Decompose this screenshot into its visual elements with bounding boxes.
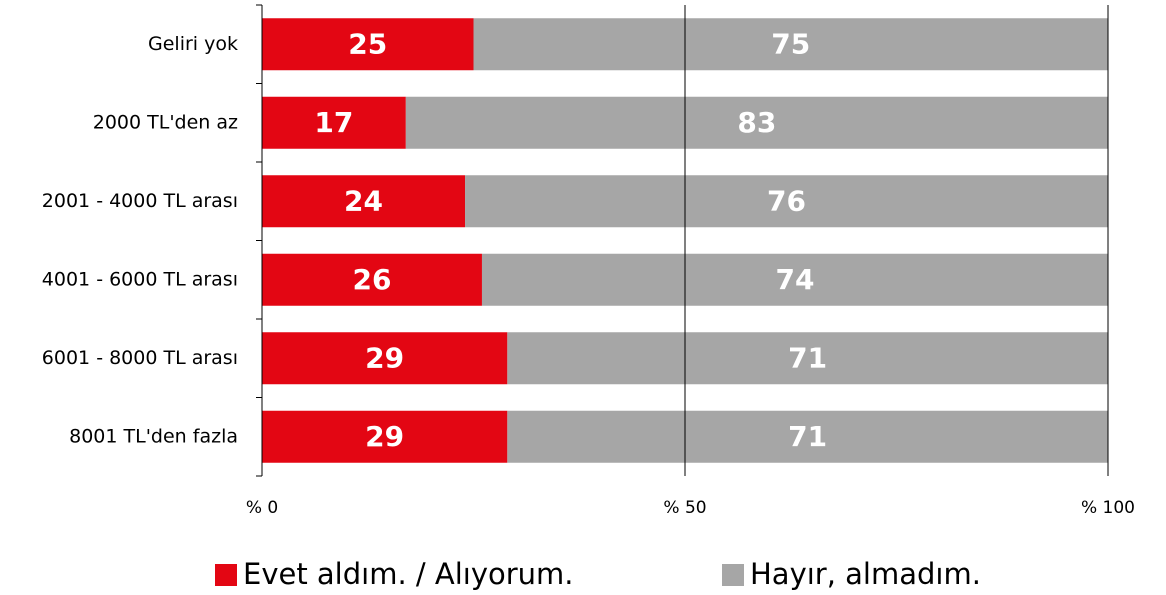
bar-segment	[473, 18, 1108, 71]
data-label: 29	[365, 341, 404, 374]
data-label: 25	[348, 27, 387, 60]
bar-segment	[262, 253, 482, 306]
x-tick-label: % 50	[663, 498, 706, 518]
data-label: 71	[788, 420, 827, 453]
legend-label: Hayır, almadım.	[750, 557, 981, 591]
y-tick-label: 4001 - 6000 TL arası	[42, 268, 238, 290]
data-label: 76	[767, 184, 806, 217]
x-tick-label: % 0	[246, 498, 278, 518]
legend-label: Evet aldım. / Alıyorum.	[243, 557, 574, 591]
bar-segment	[262, 175, 466, 228]
bar-segment	[262, 410, 508, 463]
y-tick-label: 2000 TL'den az	[93, 111, 238, 133]
data-label: 83	[737, 106, 776, 139]
data-label: 71	[788, 341, 827, 374]
bar-segment	[481, 253, 1109, 306]
y-tick-label: 2001 - 4000 TL arası	[42, 190, 238, 212]
y-tick-label: 6001 - 8000 TL arası	[42, 347, 238, 369]
bar-segment	[262, 332, 508, 385]
data-label: 17	[314, 106, 353, 139]
data-label: 75	[771, 27, 810, 60]
y-tick-label: Geliri yok	[148, 33, 238, 55]
y-tick-label: 8001 TL'den fazla	[69, 425, 238, 447]
legend-swatch	[722, 564, 744, 586]
x-tick-label: % 100	[1081, 498, 1135, 518]
bar-segment	[262, 96, 406, 149]
bar-segment	[507, 332, 1109, 385]
bar-segment	[262, 18, 474, 71]
bar-segment	[507, 410, 1109, 463]
legend-swatch	[215, 564, 237, 586]
bars	[262, 18, 1109, 463]
data-label: 74	[775, 263, 814, 296]
data-label: 24	[344, 184, 383, 217]
data-label: 26	[352, 263, 391, 296]
data-label: 29	[365, 420, 404, 453]
bar-segment	[405, 96, 1108, 149]
bar-segment	[465, 175, 1108, 228]
